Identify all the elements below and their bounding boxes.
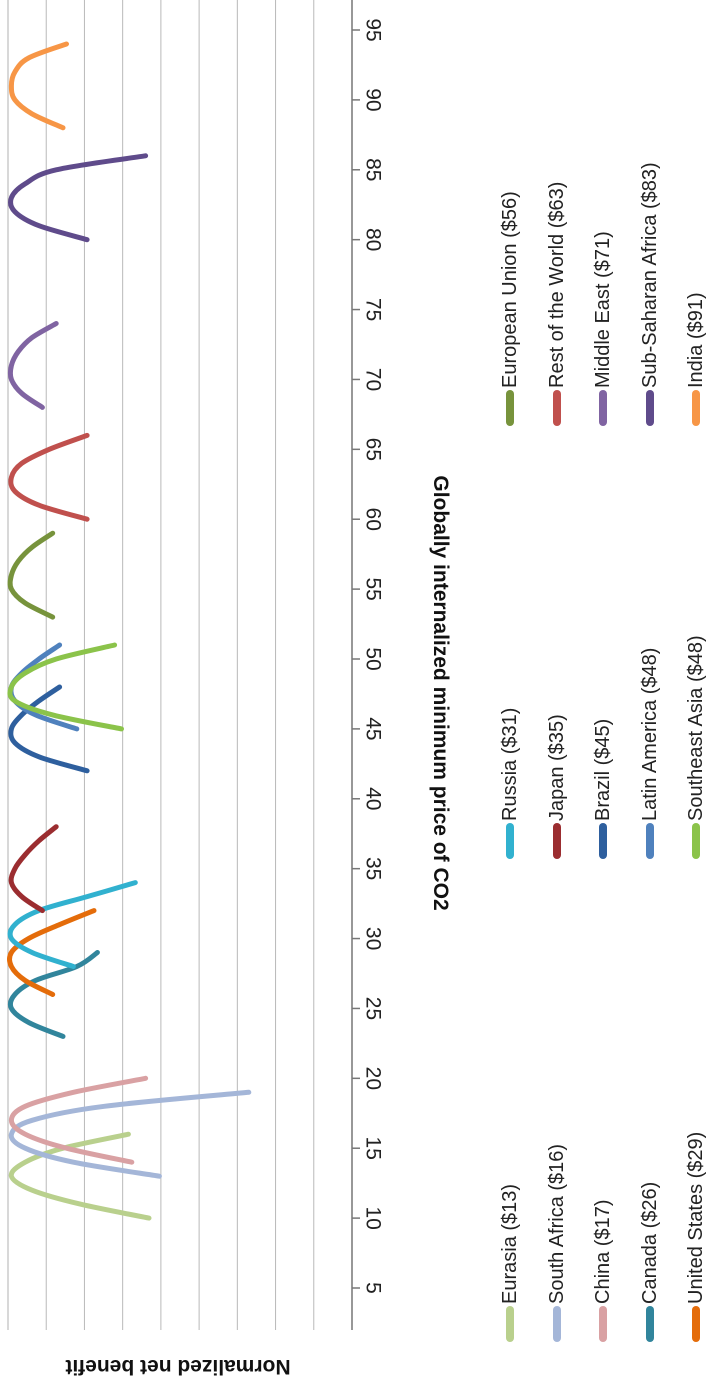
- x-tick-label: 5: [362, 1282, 385, 1294]
- series-line: [8, 1075, 149, 1165]
- legend-label: India ($91): [685, 292, 707, 388]
- x-tick-label: 20: [362, 1067, 385, 1090]
- x-tick-label: 35: [362, 857, 385, 880]
- legend-label: Southeast Asia ($48): [685, 635, 707, 821]
- series-layer: [6, 41, 252, 1221]
- legend-label: South Africa ($16): [546, 1144, 568, 1304]
- series-line: [7, 950, 100, 1039]
- legend-label: United States ($29): [685, 1132, 707, 1304]
- legend-label: Middle East ($71): [592, 231, 614, 388]
- series-line: [7, 880, 138, 969]
- x-tick-label: 30: [362, 927, 385, 950]
- x-tick-label: 90: [362, 88, 385, 111]
- x-tick-labels: 5 10 15 20 25 30 35 40 45 50 55 60 65 70 75 80 85 90 95: [362, 18, 385, 1294]
- legend-label: European Union ($56): [499, 191, 521, 388]
- legend-label: Canada ($26): [639, 1182, 661, 1304]
- series-line: [7, 642, 124, 732]
- x-tick-label: 25: [362, 997, 385, 1020]
- legend-label: Brazil ($45): [592, 719, 614, 821]
- legend-label: Russia ($31): [499, 708, 521, 821]
- y-axis-title: Normalized net benefit: [65, 1355, 290, 1378]
- x-tick-label: 60: [362, 508, 385, 531]
- x-tick-label: 75: [362, 298, 385, 321]
- series-line: [6, 908, 97, 997]
- legend-label: Japan ($35): [546, 714, 568, 821]
- x-tick-label: 50: [362, 647, 385, 670]
- series-line: [8, 41, 69, 131]
- x-tick-label: 95: [362, 18, 385, 41]
- series-line: [7, 321, 59, 410]
- series-line: [8, 1089, 252, 1179]
- x-tick-label: 85: [362, 158, 385, 181]
- x-tick-label: 55: [362, 577, 385, 600]
- x-tick-label: 45: [362, 717, 385, 740]
- x-tick-label: 70: [362, 368, 385, 391]
- x-axis-title: Globally internalized minimum price of C…: [429, 475, 452, 910]
- legend-label: China ($17): [592, 1199, 614, 1304]
- legend-label: Eurasia ($13): [499, 1184, 521, 1304]
- series-line: [8, 432, 90, 522]
- legend-label: Sub-Saharan Africa ($83): [639, 162, 661, 388]
- x-tick-label: 65: [362, 438, 385, 461]
- legend: Eurasia ($13) South Africa ($16) China ($1…: [499, 162, 707, 1342]
- series-line: [8, 684, 90, 774]
- x-tick-marks: [352, 29, 360, 1289]
- x-tick-label: 10: [362, 1206, 385, 1229]
- x-tick-label: 40: [362, 787, 385, 810]
- grid-lines: [45, 0, 315, 1330]
- legend-label: Latin America ($48): [639, 648, 661, 821]
- series-line: [7, 530, 56, 620]
- series-line: [8, 153, 149, 243]
- series-line: [8, 824, 59, 914]
- series-line: [8, 1131, 152, 1221]
- legend-label: Rest of the World ($63): [546, 182, 568, 388]
- x-tick-label: 80: [362, 228, 385, 251]
- x-tick-label: 15: [362, 1137, 385, 1160]
